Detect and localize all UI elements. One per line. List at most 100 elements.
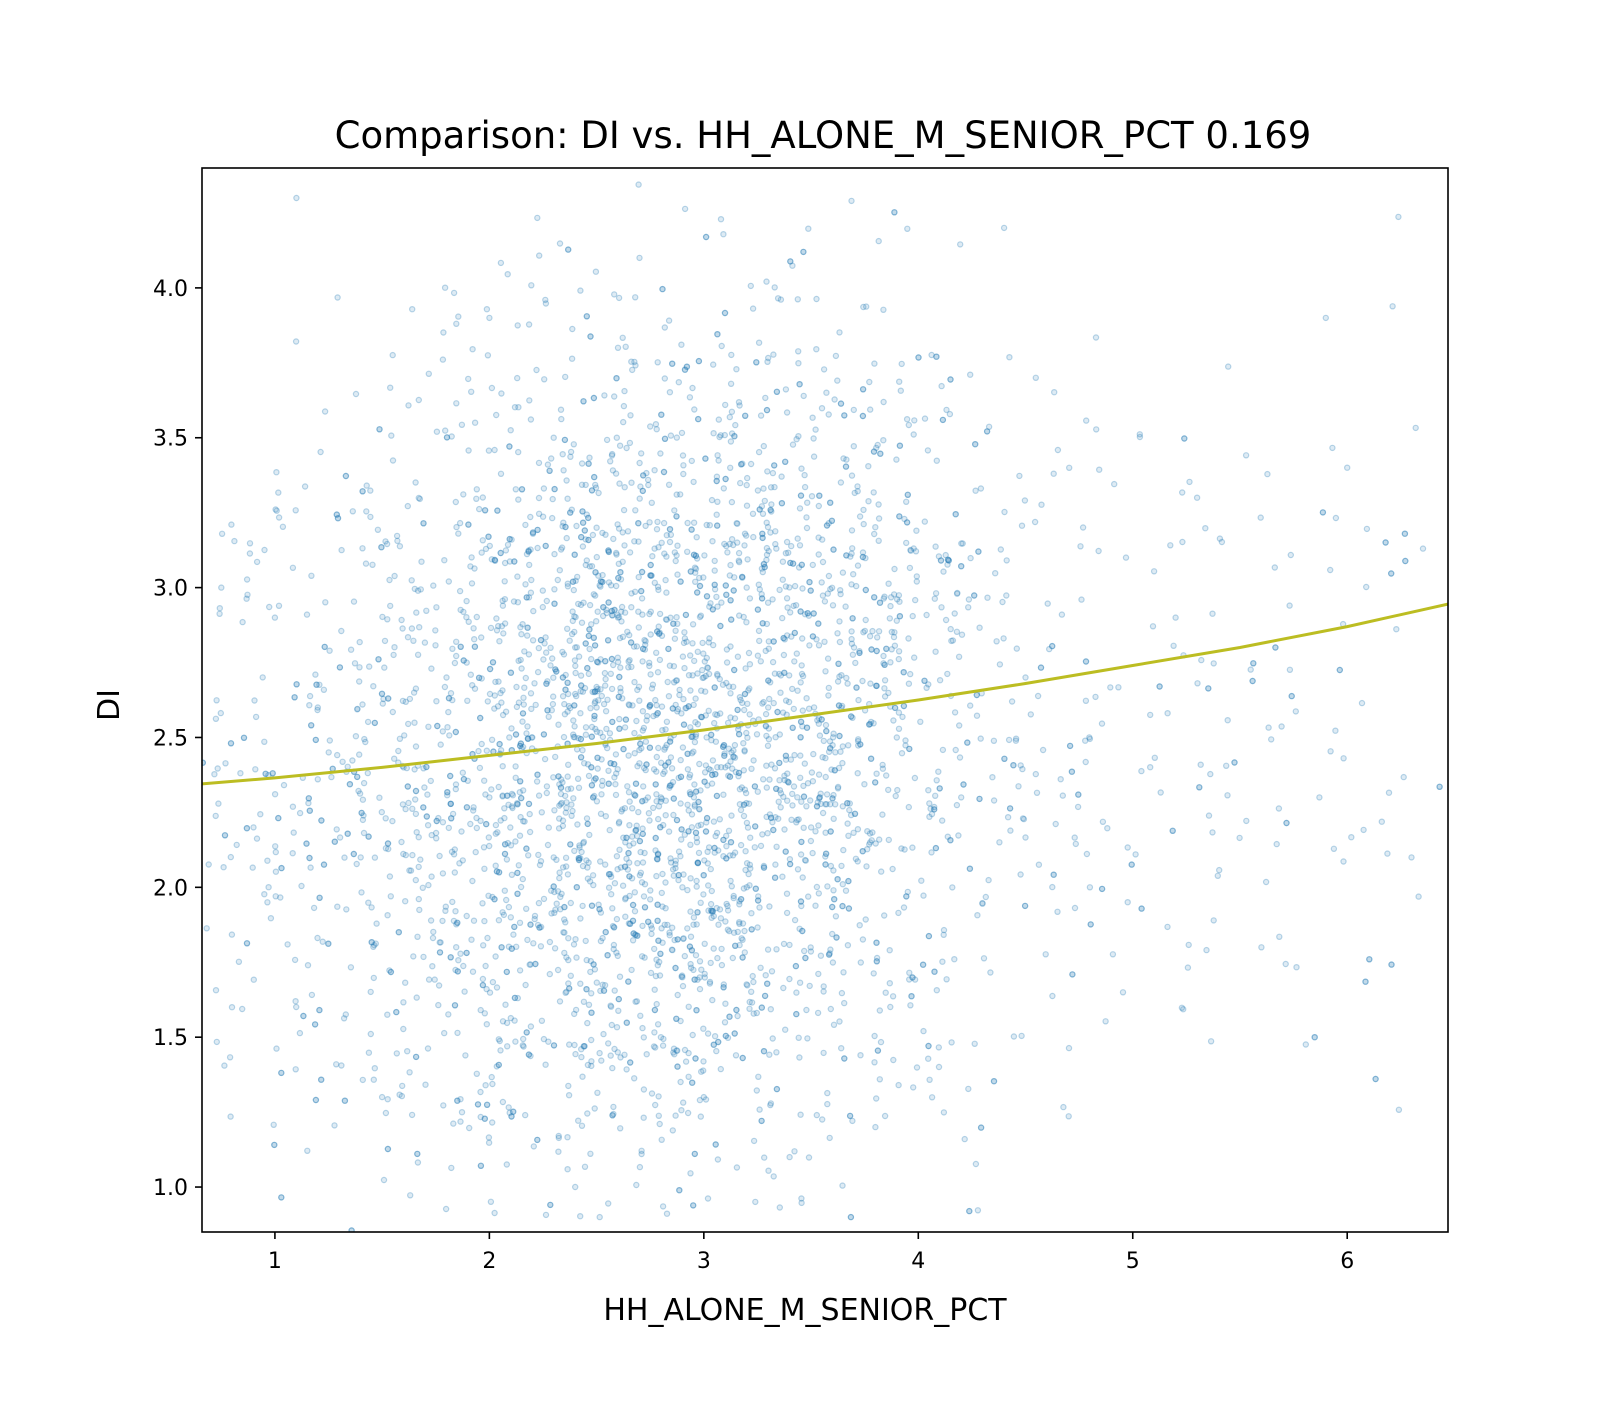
- scatter-point: [594, 658, 601, 666]
- scatter-point: [598, 1057, 605, 1064]
- scatter-point: [694, 589, 701, 596]
- scatter-point: [412, 1053, 420, 1061]
- scatter-point: [813, 803, 821, 810]
- scatter-point: [746, 711, 753, 718]
- scatter-point: [214, 765, 221, 772]
- scatter-point: [527, 921, 534, 928]
- scatter-point: [583, 511, 591, 518]
- scatter-point: [721, 1019, 729, 1026]
- scatter-point: [654, 962, 662, 969]
- scatter-point: [562, 373, 569, 381]
- scatter-point: [506, 535, 513, 543]
- scatter-point: [534, 214, 541, 222]
- scatter-point: [690, 921, 697, 928]
- scatter-point: [896, 513, 903, 520]
- scatter-point: [610, 1103, 617, 1111]
- scatter-point: [851, 489, 858, 497]
- scatter-point: [601, 982, 609, 989]
- scatter-point: [404, 634, 412, 641]
- scatter-point: [414, 651, 422, 659]
- scatter-point: [790, 602, 797, 610]
- scatter-point: [1031, 518, 1039, 526]
- scatter-point: [542, 542, 549, 550]
- scatter-point: [669, 1127, 677, 1134]
- scatter-point: [591, 966, 599, 973]
- scatter-point: [823, 522, 831, 529]
- scatter-point: [673, 434, 681, 441]
- scatter-point: [770, 1173, 777, 1180]
- scatter-point: [656, 972, 664, 979]
- scatter-point: [549, 700, 557, 708]
- scatter-point: [824, 1089, 831, 1097]
- scatter-point: [440, 1102, 447, 1109]
- scatter-point: [757, 964, 764, 972]
- scatter-point: [473, 814, 480, 822]
- scatter-point: [688, 457, 696, 465]
- scatter-point: [584, 1110, 591, 1117]
- scatter-point: [681, 629, 688, 636]
- scatter-point: [859, 412, 867, 420]
- scatter-point: [588, 655, 595, 663]
- scatter-point: [831, 767, 839, 774]
- scatter-point: [650, 766, 658, 773]
- scatter-point: [982, 893, 990, 901]
- scatter-point: [857, 1051, 864, 1059]
- scatter-point: [784, 797, 791, 804]
- scatter-point: [857, 959, 865, 966]
- scatter-point: [544, 707, 551, 714]
- scatter-point: [879, 811, 886, 818]
- scatter-point: [528, 282, 535, 289]
- scatter-point: [651, 545, 658, 552]
- scatter-point: [616, 846, 623, 854]
- scatter-point: [739, 1054, 746, 1062]
- scatter-point: [473, 824, 480, 832]
- scatter-point: [1050, 389, 1058, 396]
- scatter-point: [579, 747, 586, 754]
- scatter-point: [713, 511, 720, 518]
- scatter-point: [873, 939, 880, 946]
- scatter-point: [460, 775, 468, 783]
- scatter-point: [517, 778, 524, 785]
- scatter-point: [722, 918, 729, 925]
- scatter-point: [710, 945, 717, 952]
- scatter-point: [561, 903, 568, 911]
- scatter-point: [370, 1076, 377, 1083]
- scatter-point: [356, 664, 363, 671]
- scatter-point: [605, 599, 612, 606]
- scatter-point: [278, 1069, 285, 1077]
- scatter-point: [626, 549, 634, 556]
- scatter-point: [526, 961, 533, 968]
- scatter-point: [847, 1213, 855, 1221]
- scatter-point: [791, 751, 798, 759]
- scatter-point: [880, 437, 887, 444]
- scatter-point: [418, 558, 425, 565]
- scatter-point: [907, 670, 914, 678]
- scatter-point: [317, 448, 324, 456]
- scatter-point: [738, 461, 745, 468]
- scatter-point: [479, 900, 486, 907]
- scatter-point: [487, 624, 495, 632]
- scatter-point: [252, 766, 259, 773]
- scatter-point: [913, 1064, 921, 1071]
- scatter-point: [626, 892, 633, 900]
- scatter-point: [567, 785, 575, 792]
- scatter-point: [782, 752, 790, 760]
- scatter-point: [771, 462, 778, 469]
- scatter-point: [565, 1082, 572, 1090]
- scatter-point: [565, 246, 572, 253]
- scatter-point: [412, 810, 420, 818]
- scatter-point: [492, 953, 499, 960]
- scatter-point: [478, 549, 485, 556]
- scatter-point: [578, 460, 586, 467]
- scatter-point: [598, 782, 606, 789]
- scatter-point: [275, 602, 283, 610]
- scatter-point: [767, 1101, 774, 1109]
- scatter-point: [1119, 989, 1127, 996]
- scatter-point: [497, 470, 505, 477]
- scatter-point: [743, 481, 750, 489]
- scatter-point: [499, 909, 506, 916]
- scatter-point: [820, 737, 828, 745]
- scatter-point: [515, 862, 523, 869]
- scatter-point: [783, 538, 791, 546]
